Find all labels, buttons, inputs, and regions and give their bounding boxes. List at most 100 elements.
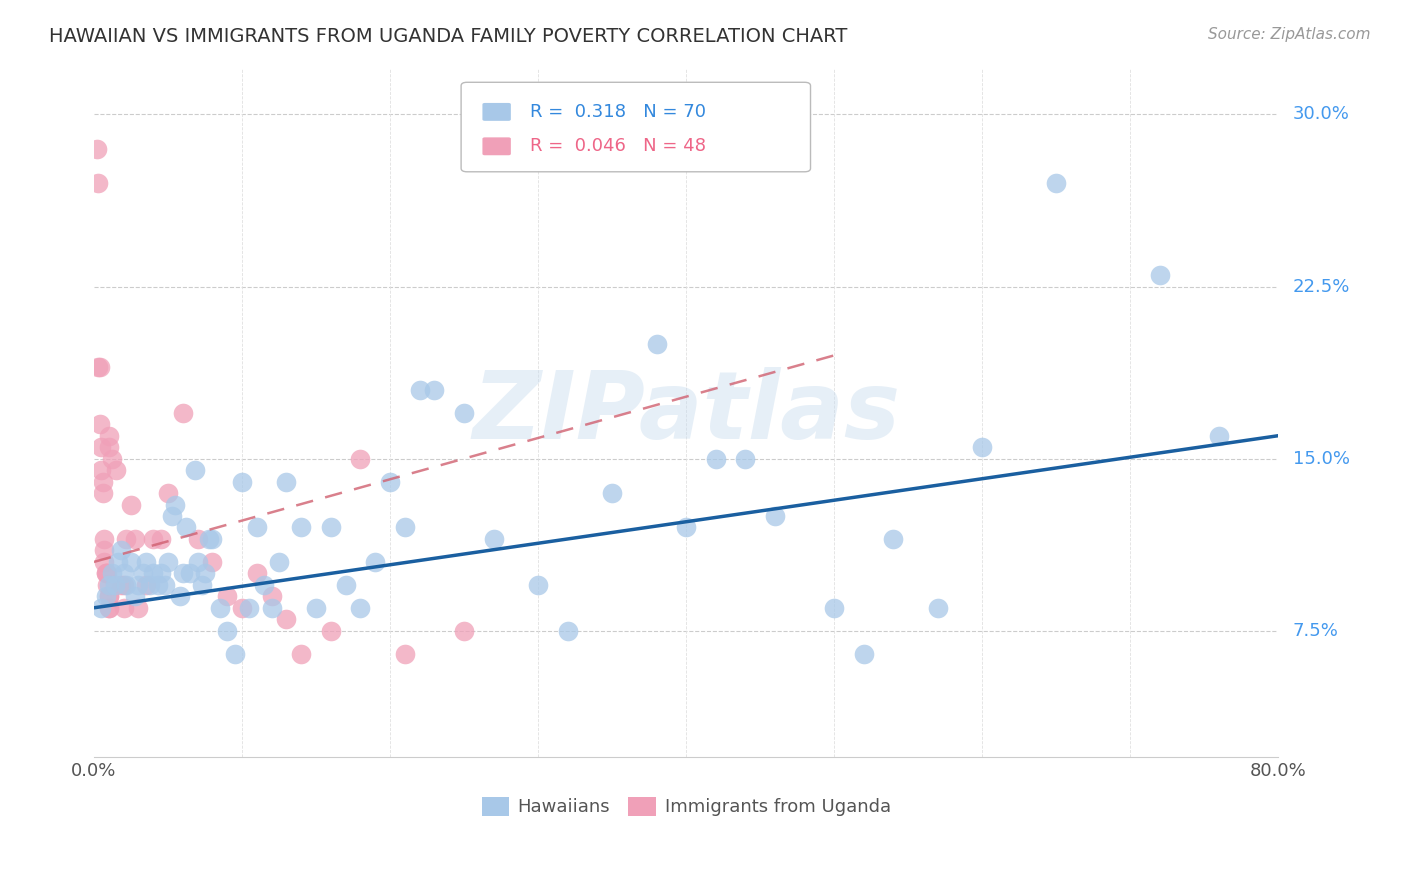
Point: [224, 647, 246, 661]
Point: [97, 440, 120, 454]
Point: [600, 486, 623, 500]
Point: [1149, 268, 1171, 282]
Point: [112, 566, 135, 581]
Text: 15.0%: 15.0%: [1292, 450, 1350, 467]
Point: [645, 337, 668, 351]
Point: [305, 600, 328, 615]
Point: [823, 600, 845, 615]
Point: [174, 520, 197, 534]
Point: [110, 543, 132, 558]
Point: [97, 600, 120, 615]
Point: [408, 383, 430, 397]
Point: [217, 624, 239, 638]
Point: [1208, 428, 1230, 442]
Point: [349, 451, 371, 466]
FancyBboxPatch shape: [482, 103, 510, 120]
Point: [115, 532, 138, 546]
Point: [246, 520, 269, 534]
Point: [142, 532, 165, 546]
Point: [557, 624, 579, 638]
Point: [90, 600, 112, 615]
Point: [183, 463, 205, 477]
Point: [882, 532, 904, 546]
Point: [156, 555, 179, 569]
Point: [132, 566, 155, 581]
Point: [319, 520, 342, 534]
Point: [93, 532, 115, 546]
Point: [482, 532, 505, 546]
Point: [120, 498, 142, 512]
Point: [100, 566, 122, 581]
Point: [86, 142, 108, 156]
Point: [527, 578, 550, 592]
Legend: Hawaiians, Immigrants from Uganda: Hawaiians, Immigrants from Uganda: [474, 789, 898, 823]
Text: 7.5%: 7.5%: [1292, 622, 1339, 640]
Point: [89, 417, 111, 432]
Point: [97, 590, 120, 604]
Point: [149, 566, 172, 581]
Point: [107, 555, 129, 569]
Point: [100, 451, 122, 466]
Point: [238, 600, 260, 615]
Point: [165, 498, 187, 512]
Point: [97, 590, 120, 604]
Point: [112, 600, 135, 615]
Point: [96, 578, 118, 592]
Point: [927, 600, 949, 615]
Point: [319, 624, 342, 638]
Point: [378, 475, 401, 489]
Point: [194, 566, 217, 581]
Text: 22.5%: 22.5%: [1292, 277, 1350, 295]
Point: [146, 578, 169, 592]
Point: [112, 578, 135, 592]
Point: [394, 520, 416, 534]
Point: [169, 590, 191, 604]
Point: [127, 600, 149, 615]
Point: [172, 566, 194, 581]
Point: [105, 463, 128, 477]
Point: [231, 475, 253, 489]
Point: [201, 555, 224, 569]
Point: [120, 555, 142, 569]
Point: [267, 555, 290, 569]
Point: [135, 578, 157, 592]
Point: [335, 578, 357, 592]
Point: [208, 600, 231, 615]
Point: [453, 624, 475, 638]
Point: [231, 600, 253, 615]
Point: [149, 532, 172, 546]
Point: [704, 451, 727, 466]
Point: [276, 475, 298, 489]
Point: [91, 475, 114, 489]
Point: [96, 566, 118, 581]
Point: [115, 578, 138, 592]
Point: [153, 578, 176, 592]
FancyBboxPatch shape: [482, 137, 510, 155]
Point: [763, 508, 786, 523]
Point: [1045, 176, 1067, 190]
Point: [91, 486, 114, 500]
Text: ZIPatlas: ZIPatlas: [472, 367, 900, 458]
Point: [290, 520, 312, 534]
Point: [260, 590, 283, 604]
Point: [290, 647, 312, 661]
Point: [453, 406, 475, 420]
Point: [127, 578, 149, 592]
Point: [90, 463, 112, 477]
Text: R =  0.046   N = 48: R = 0.046 N = 48: [530, 137, 706, 155]
Point: [172, 406, 194, 420]
Point: [87, 359, 110, 374]
Point: [97, 578, 120, 592]
Point: [156, 486, 179, 500]
Point: [852, 647, 875, 661]
Point: [90, 440, 112, 454]
Point: [187, 555, 209, 569]
Point: [349, 600, 371, 615]
Point: [972, 440, 994, 454]
FancyBboxPatch shape: [461, 82, 810, 172]
Point: [135, 555, 157, 569]
Point: [191, 578, 214, 592]
Point: [89, 359, 111, 374]
Point: [364, 555, 387, 569]
Point: [162, 508, 184, 523]
